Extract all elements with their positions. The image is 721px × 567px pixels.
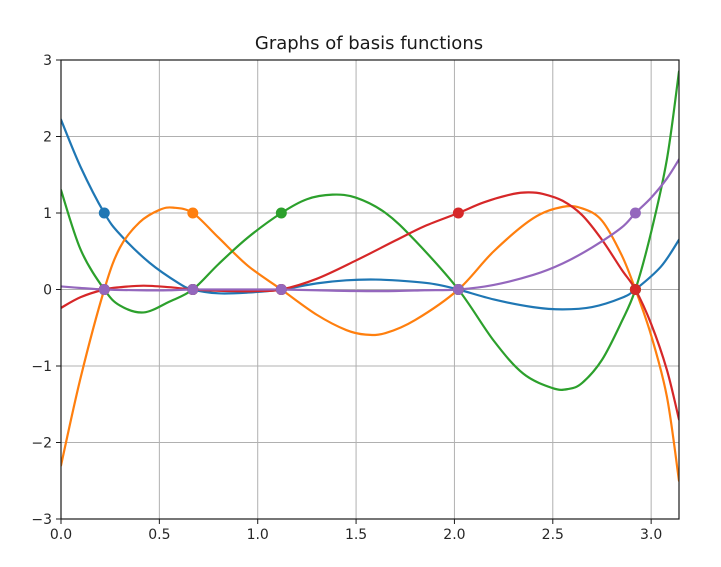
y-tick-label: −3 <box>31 512 52 528</box>
x-tick-label: 3.0 <box>640 527 662 543</box>
y-tick-label: 3 <box>43 53 52 69</box>
y-tick-label: −2 <box>31 436 52 452</box>
x-tick-label: 1.0 <box>247 527 269 543</box>
series-3-marker <box>275 207 287 219</box>
series-5-zero-marker <box>275 284 287 295</box>
series-4-marker <box>452 207 464 219</box>
series-5-marker <box>629 207 641 219</box>
series-5-zero-marker <box>452 284 464 295</box>
series-line-4 <box>61 191 679 421</box>
marker-layer <box>98 207 641 295</box>
series-4-zero-marker <box>629 284 641 295</box>
tick-layer: 0.0 0.5 1.0 1.5 2.0 2.5 3.0 3 2 1 0 −1 −2 −3 <box>31 53 662 543</box>
x-tick-label: 1.5 <box>345 527 367 543</box>
series-2-marker <box>187 207 199 219</box>
x-tick-label: 0.5 <box>148 527 170 543</box>
series-line-1 <box>61 118 679 311</box>
y-tick-label: 0 <box>43 283 52 299</box>
y-tick-label: −1 <box>31 359 52 375</box>
x-tick-label: 2.0 <box>443 527 465 543</box>
series-line-2 <box>61 204 679 482</box>
chart-title: Graphs of basis functions <box>255 33 483 54</box>
x-tick-label: 2.5 <box>542 527 564 543</box>
series-line-5 <box>61 158 679 293</box>
y-tick-label: 1 <box>43 206 52 222</box>
series-5-zero-marker <box>187 284 199 295</box>
x-tick-label: 0.0 <box>50 527 72 543</box>
y-tick-label: 2 <box>43 130 52 146</box>
series-1-marker <box>98 207 110 219</box>
series-layer <box>61 70 679 482</box>
series-line-3 <box>61 70 679 391</box>
series-5-zero-marker <box>98 284 110 295</box>
